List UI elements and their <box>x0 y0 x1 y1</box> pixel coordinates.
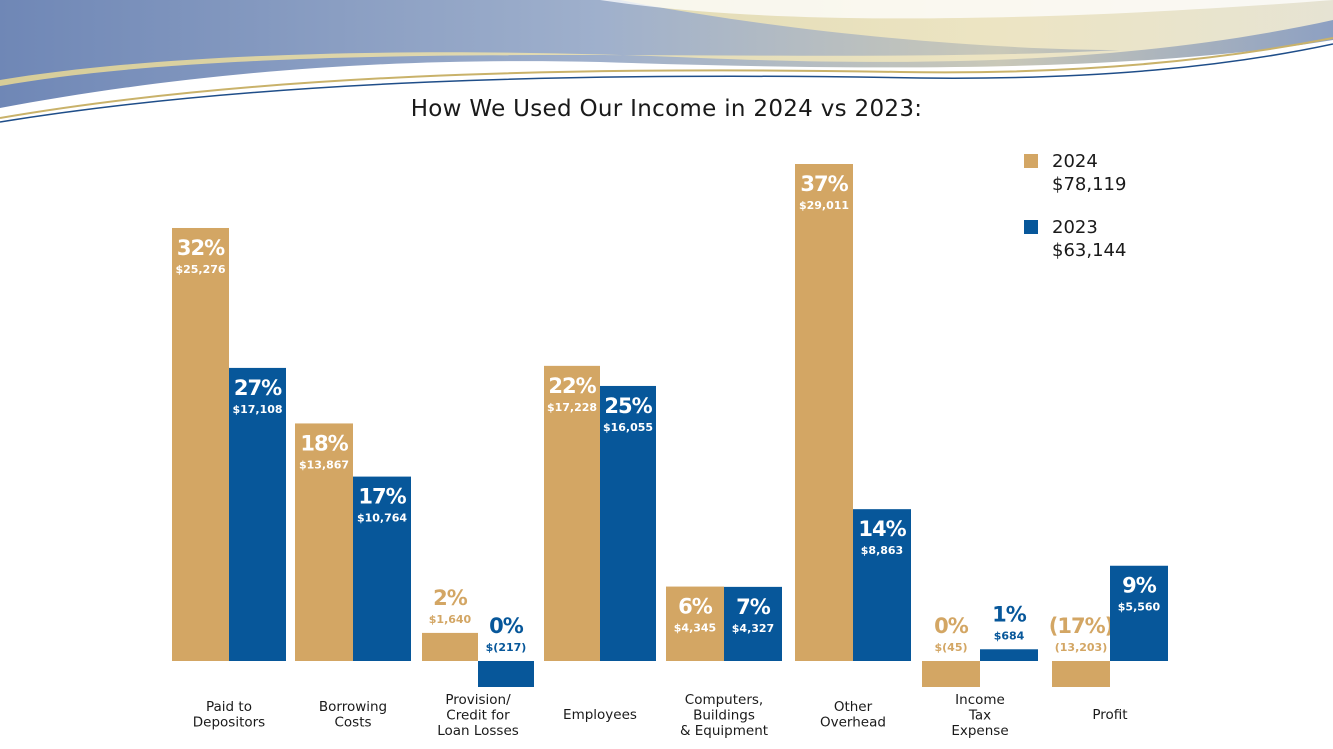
amount-label-2024-4: $4,345 <box>674 622 716 635</box>
category-label-6-1: Tax <box>968 708 991 724</box>
category-label-0-0: Paid to <box>206 699 252 715</box>
legend-label-2024: 2024 <box>1052 151 1098 172</box>
pct-label-2024-6: 0% <box>934 614 969 638</box>
pct-label-2023-4: 7% <box>736 595 771 619</box>
amount-label-2024-7: (13,203) <box>1055 641 1108 654</box>
pct-label-2024-1: 18% <box>300 431 348 455</box>
pct-label-2023-5: 14% <box>858 517 906 541</box>
category-label-2-2: Loan Losses <box>437 723 519 739</box>
legend-label-2023: 2023 <box>1052 217 1098 238</box>
decorative-banner <box>0 0 1333 123</box>
amount-label-2023-1: $10,764 <box>357 512 407 525</box>
bar-2024-5 <box>795 164 853 661</box>
category-label-0-1: Depositors <box>193 715 265 731</box>
pct-label-2024-4: 6% <box>678 595 713 619</box>
amount-label-2024-6: $(45) <box>934 641 967 654</box>
bar-2024-7 <box>1052 661 1110 687</box>
bar-2024-1 <box>295 423 353 661</box>
bar-2023-5 <box>853 509 911 661</box>
amount-label-2024-0: $25,276 <box>175 263 225 276</box>
category-label-1-0: Borrowing <box>319 699 387 715</box>
legend-swatch-2024 <box>1024 154 1038 168</box>
amount-label-2024-2: $1,640 <box>429 613 472 626</box>
bar-2024-2 <box>422 632 478 661</box>
amount-label-2023-2: $(217) <box>486 641 527 654</box>
category-label-2-1: Credit for <box>446 708 510 724</box>
category-label-3-0: Employees <box>563 707 637 723</box>
pct-label-2023-3: 25% <box>604 394 652 418</box>
category-label-7-0: Profit <box>1092 707 1127 723</box>
pct-label-2024-5: 37% <box>800 172 848 196</box>
pct-label-2024-0: 32% <box>177 236 225 260</box>
legend-total-2023: $63,144 <box>1052 240 1127 261</box>
bar-2024-4 <box>666 586 724 661</box>
amount-label-2024-3: $17,228 <box>547 401 597 414</box>
bar-2023-0 <box>229 367 286 661</box>
amount-label-2024-1: $13,867 <box>299 458 349 471</box>
amount-label-2023-5: $8,863 <box>861 544 903 557</box>
category-label-6-2: Expense <box>951 723 1008 739</box>
category-label-4-2: & Equipment <box>680 723 768 739</box>
bar-2023-2 <box>478 661 534 687</box>
pct-label-2024-2: 2% <box>433 586 468 610</box>
category-label-5-1: Overhead <box>820 715 886 731</box>
category-label-2-0: Provision/ <box>445 692 511 708</box>
amount-label-2023-7: $5,560 <box>1118 601 1161 614</box>
bar-2023-3 <box>600 385 656 661</box>
pct-label-2023-7: 9% <box>1122 574 1157 598</box>
chart-title: How We Used Our Income in 2024 vs 2023: <box>410 96 923 122</box>
category-label-6-0: Income <box>955 692 1005 708</box>
amount-label-2023-4: $4,327 <box>732 622 774 635</box>
bar-2023-4 <box>724 586 782 661</box>
amount-label-2024-5: $29,011 <box>799 199 849 212</box>
pct-label-2023-2: 0% <box>489 614 524 638</box>
pct-label-2024-7: (17%) <box>1049 614 1113 638</box>
bar-2024-3 <box>544 365 600 661</box>
category-label-1-1: Costs <box>334 715 371 731</box>
bar-2023-1 <box>353 476 411 661</box>
bar-2024-0 <box>172 227 229 661</box>
amount-label-2023-3: $16,055 <box>603 421 653 434</box>
pct-label-2023-1: 17% <box>358 485 406 509</box>
bar-2023-6 <box>980 649 1038 661</box>
bar-2024-6 <box>922 661 980 687</box>
bar-2023-7 <box>1110 565 1168 661</box>
category-label-4-1: Buildings <box>693 708 755 724</box>
category-label-5-0: Other <box>834 699 873 715</box>
amount-label-2023-0: $17,108 <box>232 403 282 416</box>
legend-total-2024: $78,119 <box>1052 174 1127 195</box>
amount-label-2023-6: $684 <box>994 629 1025 642</box>
pct-label-2024-3: 22% <box>548 374 596 398</box>
pct-label-2023-6: 1% <box>992 602 1027 626</box>
category-label-4-0: Computers, <box>685 692 763 708</box>
pct-label-2023-0: 27% <box>234 376 282 400</box>
legend-swatch-2023 <box>1024 220 1038 234</box>
